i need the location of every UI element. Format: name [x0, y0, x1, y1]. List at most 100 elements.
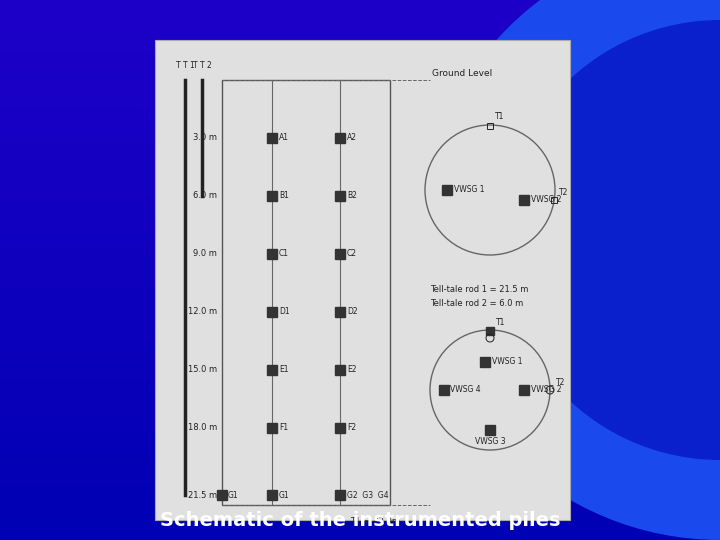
Bar	[0, 415, 720, 416]
Bar	[0, 460, 720, 461]
Bar	[0, 345, 720, 346]
Bar	[0, 328, 720, 329]
Bar	[0, 86, 720, 87]
Bar	[0, 333, 720, 334]
Bar	[0, 348, 720, 349]
Bar	[0, 253, 720, 254]
Bar	[0, 61, 720, 62]
Bar	[0, 91, 720, 92]
Bar	[0, 205, 720, 206]
Bar	[0, 11, 720, 12]
Text: A1: A1	[279, 133, 289, 143]
Bar	[0, 384, 720, 385]
Text: 18.0 m: 18.0 m	[188, 423, 217, 432]
Bar	[487, 123, 493, 129]
Bar	[267, 490, 277, 501]
Bar	[0, 510, 720, 511]
Bar	[486, 327, 494, 335]
Bar	[0, 362, 720, 363]
Bar	[0, 407, 720, 408]
Wedge shape	[420, 0, 720, 540]
Bar	[0, 123, 720, 124]
Bar	[0, 180, 720, 181]
Bar	[0, 282, 720, 283]
Bar	[0, 427, 720, 428]
Bar	[0, 464, 720, 465]
Bar	[0, 115, 720, 116]
Bar	[0, 173, 720, 174]
Bar	[0, 313, 720, 314]
Bar	[0, 17, 720, 18]
Bar	[0, 392, 720, 393]
Bar	[0, 160, 720, 161]
Bar	[0, 529, 720, 530]
Bar	[0, 164, 720, 165]
Bar	[0, 172, 720, 173]
Bar	[0, 410, 720, 411]
Bar	[0, 152, 720, 153]
Bar	[0, 311, 720, 312]
Bar	[0, 77, 720, 78]
Bar	[0, 42, 720, 43]
Bar	[0, 16, 720, 17]
Bar	[0, 297, 720, 298]
Bar	[0, 519, 720, 520]
Bar	[0, 434, 720, 435]
Bar	[0, 167, 720, 168]
Bar	[267, 133, 277, 143]
Bar	[0, 412, 720, 413]
Bar	[0, 82, 720, 83]
Bar	[0, 359, 720, 360]
Bar	[0, 182, 720, 183]
Bar	[0, 256, 720, 257]
Bar	[0, 145, 720, 146]
Bar	[0, 212, 720, 213]
Bar	[0, 525, 720, 526]
Bar	[222, 80, 390, 505]
Bar	[0, 73, 720, 74]
Text: B1: B1	[279, 191, 289, 200]
Bar	[0, 51, 720, 52]
Bar	[0, 357, 720, 358]
Bar	[0, 235, 720, 236]
Bar	[0, 317, 720, 318]
Bar	[0, 199, 720, 200]
Bar	[0, 192, 720, 193]
Bar	[0, 341, 720, 342]
Text: F2: F2	[347, 423, 356, 432]
Bar	[0, 408, 720, 409]
Bar	[0, 518, 720, 519]
Bar	[0, 442, 720, 443]
Bar	[0, 368, 720, 369]
Text: C2: C2	[347, 249, 357, 258]
Bar	[0, 120, 720, 121]
Bar	[0, 200, 720, 201]
Bar	[0, 190, 720, 191]
Bar	[0, 472, 720, 473]
Bar	[0, 143, 720, 144]
Bar	[0, 455, 720, 456]
Bar	[0, 424, 720, 425]
Bar	[0, 36, 720, 37]
Bar	[0, 416, 720, 417]
Bar	[0, 511, 720, 512]
Bar	[0, 445, 720, 446]
Bar	[0, 219, 720, 220]
Bar	[0, 151, 720, 152]
Bar	[0, 230, 720, 231]
Bar	[0, 372, 720, 373]
Bar	[0, 116, 720, 117]
Bar	[0, 366, 720, 367]
Bar	[0, 214, 720, 215]
Bar	[0, 316, 720, 317]
Bar	[0, 378, 720, 379]
Bar	[0, 406, 720, 407]
Bar	[0, 535, 720, 536]
Bar	[0, 245, 720, 246]
Bar	[0, 226, 720, 227]
Bar	[0, 419, 720, 420]
Bar	[217, 490, 227, 501]
Bar	[0, 402, 720, 403]
Bar	[0, 485, 720, 486]
Bar	[0, 181, 720, 182]
